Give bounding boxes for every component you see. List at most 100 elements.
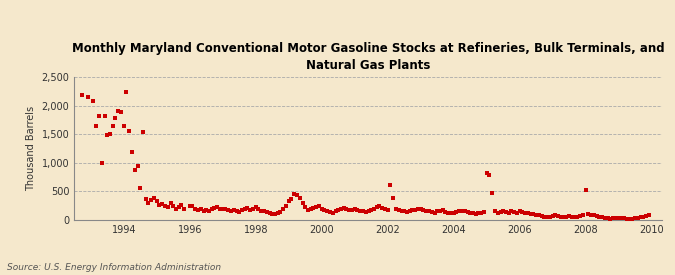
Point bbox=[622, 217, 632, 221]
Point bbox=[335, 206, 346, 211]
Point bbox=[121, 90, 132, 94]
Point bbox=[578, 213, 589, 218]
Point bbox=[284, 199, 294, 203]
Point bbox=[399, 209, 410, 214]
Point bbox=[393, 208, 404, 213]
Point bbox=[377, 206, 387, 210]
Text: Source: U.S. Energy Information Administration: Source: U.S. Energy Information Administ… bbox=[7, 263, 221, 272]
Point bbox=[209, 206, 220, 210]
Point bbox=[533, 213, 544, 218]
Point bbox=[528, 212, 539, 216]
Point bbox=[487, 190, 497, 195]
Point bbox=[228, 208, 239, 213]
Point bbox=[148, 196, 159, 200]
Point bbox=[589, 213, 599, 218]
Point bbox=[591, 214, 602, 218]
Point bbox=[479, 210, 489, 214]
Point bbox=[512, 210, 522, 215]
Point bbox=[462, 210, 473, 214]
Point bbox=[446, 211, 456, 215]
Point bbox=[107, 123, 118, 128]
Point bbox=[358, 209, 369, 214]
Point bbox=[643, 213, 654, 218]
Point bbox=[459, 209, 470, 214]
Title: Monthly Maryland Conventional Motor Gasoline Stocks at Refineries, Bulk Terminal: Monthly Maryland Conventional Motor Gaso… bbox=[72, 42, 664, 72]
Point bbox=[541, 215, 552, 219]
Point bbox=[415, 206, 426, 211]
Point bbox=[426, 210, 437, 214]
Point bbox=[234, 210, 244, 214]
Point bbox=[201, 208, 212, 212]
Point bbox=[308, 206, 319, 210]
Point bbox=[322, 209, 333, 213]
Point bbox=[537, 214, 547, 218]
Point bbox=[171, 206, 182, 211]
Point bbox=[267, 211, 277, 216]
Point bbox=[269, 212, 280, 216]
Point bbox=[456, 209, 467, 213]
Point bbox=[292, 193, 302, 198]
Point bbox=[349, 206, 360, 211]
Point bbox=[402, 210, 412, 214]
Point bbox=[635, 215, 646, 219]
Point bbox=[435, 209, 446, 213]
Point bbox=[627, 217, 638, 221]
Point bbox=[115, 110, 126, 114]
Point bbox=[385, 182, 396, 187]
Point bbox=[632, 216, 643, 220]
Point bbox=[192, 208, 203, 213]
Point bbox=[605, 217, 616, 221]
Point bbox=[310, 205, 321, 209]
Point bbox=[99, 114, 110, 119]
Point bbox=[94, 114, 105, 118]
Point bbox=[195, 206, 206, 211]
Point bbox=[495, 210, 506, 214]
Point bbox=[97, 161, 107, 165]
Point bbox=[338, 206, 349, 210]
Point bbox=[190, 206, 200, 211]
Point bbox=[388, 196, 399, 200]
Point bbox=[140, 197, 151, 202]
Point bbox=[597, 215, 608, 219]
Point bbox=[302, 208, 313, 212]
Point bbox=[305, 206, 316, 211]
Point bbox=[630, 216, 641, 221]
Point bbox=[294, 196, 305, 200]
Point bbox=[489, 209, 500, 214]
Point bbox=[88, 99, 99, 103]
Point bbox=[281, 204, 292, 208]
Point bbox=[572, 214, 583, 219]
Point bbox=[261, 210, 272, 214]
Point bbox=[184, 204, 195, 208]
Point bbox=[599, 216, 610, 220]
Point bbox=[157, 202, 168, 206]
Point bbox=[396, 209, 407, 213]
Point bbox=[492, 210, 503, 215]
Point bbox=[240, 207, 250, 211]
Point bbox=[129, 167, 140, 172]
Point bbox=[110, 116, 121, 120]
Point bbox=[91, 124, 102, 128]
Point bbox=[132, 163, 143, 168]
Point bbox=[277, 207, 288, 211]
Point bbox=[223, 208, 234, 212]
Point bbox=[352, 208, 362, 212]
Point bbox=[275, 210, 286, 214]
Point bbox=[454, 209, 464, 214]
Point bbox=[127, 150, 138, 154]
Point bbox=[113, 109, 124, 114]
Point bbox=[341, 207, 352, 211]
Point bbox=[404, 209, 415, 213]
Point bbox=[154, 202, 165, 207]
Point bbox=[162, 205, 173, 209]
Point bbox=[429, 210, 440, 215]
Point bbox=[317, 206, 327, 211]
Point bbox=[616, 216, 626, 220]
Point bbox=[250, 205, 261, 210]
Point bbox=[168, 204, 179, 208]
Point bbox=[300, 205, 310, 210]
Point bbox=[159, 204, 170, 208]
Point bbox=[641, 214, 651, 218]
Point bbox=[451, 210, 462, 214]
Point bbox=[613, 216, 624, 221]
